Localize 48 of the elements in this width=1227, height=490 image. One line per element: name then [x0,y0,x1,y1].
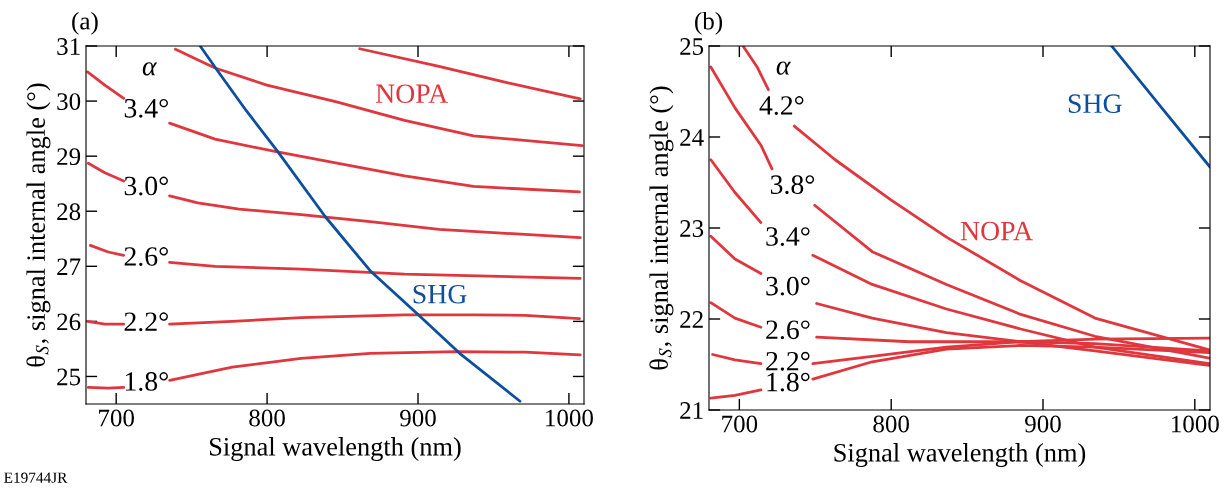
text: E19744JR [4,472,68,483]
x-axis-title: Signal wavelength (nm) [834,443,1086,468]
y-tick-label: 28 [57,203,81,221]
series-label: 3.0° [766,276,810,296]
annotation: α [142,62,157,76]
annotation: NOPA [960,221,1033,241]
y-axis-title: θ$_{S}$, signal internal angle (°) [649,86,674,370]
series-label: 3.4° [124,98,168,118]
y-tick-label: 27 [57,258,81,275]
y-tick-label: 29 [57,148,81,166]
x-tick-label: 800 [249,409,285,427]
line-series [174,47,584,148]
series-label: 2.2° [766,351,810,371]
y-tick-label: 26 [57,313,81,331]
series-label: SHG [413,284,467,304]
y-tick-label: 25 [680,38,704,55]
y-tick-label: 21 [680,402,703,419]
series-label: 4.2° [759,96,804,115]
x-tick-label: 900 [400,409,436,427]
series-label: 1.8° [767,372,810,392]
y-tick-label: 22 [680,311,703,328]
x-tick-label: 700 [99,409,134,427]
chart-title: (a) [72,11,98,35]
series-label: 2.6° [124,247,168,266]
annotation: α [776,61,791,75]
y-tick-label: 23 [680,220,704,237]
y-tick-label: 25 [57,368,81,386]
y-tick-label: 24 [680,129,704,146]
series-label: 3.4° [766,227,810,246]
annotation: NOPA [375,84,449,104]
y-axis-title: θ$_{S}$, signal internal angle (°) [26,83,51,367]
chart-title: (b) [695,11,723,35]
series-label: 2.2° [124,312,168,332]
series-label: 3.8° [770,175,815,195]
x-tick-label: 700 [722,415,758,433]
line-series [199,46,522,403]
series-label: 3.0° [124,176,168,196]
line-series [358,47,582,101]
x-tick-label: 1000 [1172,415,1219,433]
y-tick-label: 30 [57,93,81,110]
y-tick-label: 31 [57,38,80,55]
series-label: 1.8° [125,372,168,391]
x-tick-label: 900 [1025,415,1061,433]
x-tick-label: 1000 [546,409,593,427]
x-tick-label: 800 [873,415,909,433]
series-label: 2.6° [766,320,810,340]
x-axis-title: Signal wavelength (nm) [209,437,461,462]
series-label: SHG [1068,94,1122,114]
